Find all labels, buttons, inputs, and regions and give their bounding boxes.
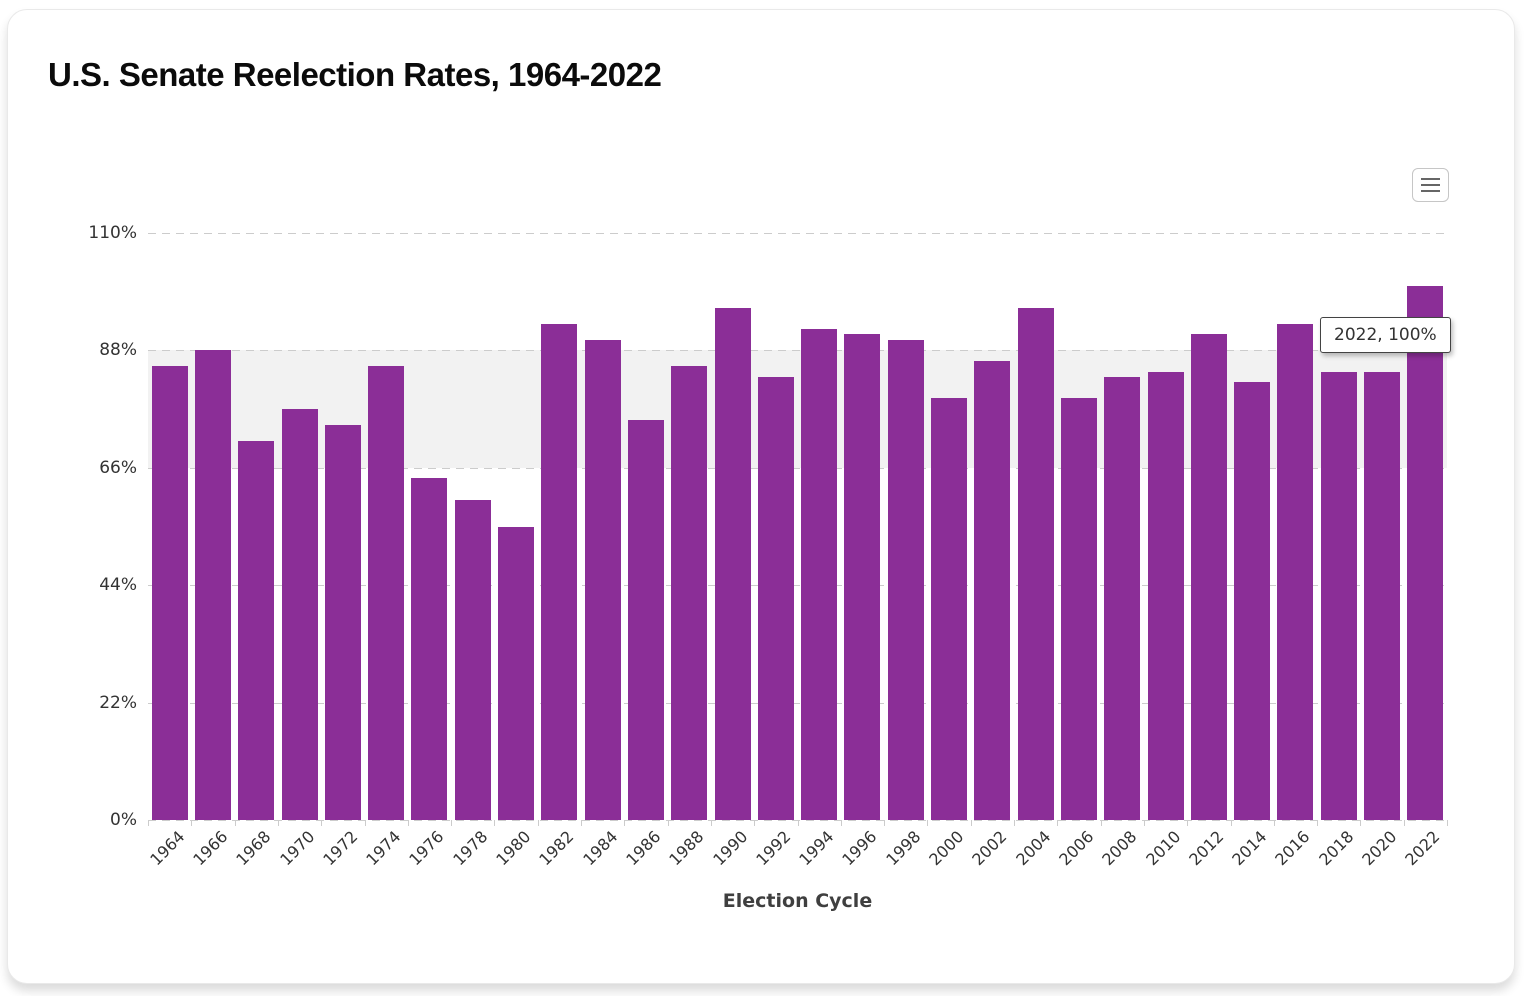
x-axis-tick [364,820,366,826]
x-axis-tick [1230,820,1232,826]
bar-2010[interactable] [1147,371,1184,820]
bar-1970[interactable] [281,409,318,820]
x-axis-tick [494,820,496,826]
x-axis-tick [970,820,972,826]
bar-2020[interactable] [1364,371,1401,820]
bar-1964[interactable] [151,366,188,820]
bar-1984[interactable] [584,339,621,820]
x-axis-tick [1447,820,1448,826]
bar-2004[interactable] [1017,307,1054,820]
x-axis-tick [1187,820,1189,826]
x-axis-tick [797,820,799,826]
x-axis-tick [667,820,669,826]
x-axis-tick [1014,820,1015,826]
x-axis-tick [840,820,842,826]
y-axis-label: 110% [88,223,137,243]
x-axis-tick [927,820,929,826]
bar-2016[interactable] [1277,323,1314,820]
bar-2002[interactable] [974,361,1011,820]
x-axis-tick [1057,820,1059,826]
gridline-44% [148,585,1447,587]
x-axis-tick [234,820,236,826]
bar-1974[interactable] [368,366,405,820]
bar-2006[interactable] [1060,398,1097,820]
gridline-88% [148,350,1447,352]
x-axis-tick [1360,820,1362,826]
x-axis-tick [884,820,886,826]
y-axis-label: 88% [99,340,137,361]
x-axis-tick [1143,820,1145,826]
x-axis-tick [1100,820,1102,826]
x-axis-tick [321,820,323,826]
bar-2022[interactable] [1407,286,1444,820]
x-axis-tick [407,820,409,826]
x-axis-tick [1403,820,1405,826]
x-axis-tick [754,820,756,826]
bar-1992[interactable] [757,377,794,820]
bar-1982[interactable] [541,323,578,820]
y-axis-label: 66% [99,457,137,478]
bar-2000[interactable] [931,398,968,820]
bar-1996[interactable] [844,334,881,820]
gridline-22% [148,702,1447,704]
bar-1994[interactable] [801,329,838,820]
gridline-0% [148,820,1447,821]
gridline-110% [148,233,1447,234]
plot-band-66-88 [148,350,1447,468]
bar-2018[interactable] [1320,371,1357,820]
bar-1976[interactable] [411,478,448,820]
x-axis-tick [1317,820,1319,826]
x-axis-tick [624,820,626,826]
bar-1972[interactable] [324,425,361,820]
hamburger-menu-icon [1421,178,1440,192]
bar-1966[interactable] [194,350,231,820]
bar-1986[interactable] [627,419,664,820]
bar-2008[interactable] [1104,377,1141,820]
gridline-66% [148,467,1447,469]
y-axis-label: 44% [99,575,137,596]
x-axis-tick [581,820,582,826]
bar-1998[interactable] [887,339,924,820]
bar-2012[interactable] [1190,334,1227,820]
x-axis-tick [710,820,712,826]
bar-1980[interactable] [498,526,535,820]
x-axis-tick [1273,820,1275,826]
x-axis-tick [148,820,149,826]
chart-title: U.S. Senate Reelection Rates, 1964-2022 [48,56,662,93]
bar-1978[interactable] [454,499,491,820]
chart-tooltip: 2022, 100% [1320,317,1451,353]
bar-2014[interactable] [1234,382,1271,820]
x-axis-title: Election Cycle [722,890,873,912]
x-axis-tick [277,820,279,826]
chart-context-menu-button[interactable] [1412,168,1449,202]
x-axis-tick [191,820,193,826]
x-axis-tick [537,820,539,826]
x-axis-tick [451,820,453,826]
y-axis-label: 0% [110,810,137,830]
bar-1988[interactable] [671,366,708,820]
bar-1968[interactable] [238,441,275,820]
bar-1990[interactable] [714,307,751,820]
y-axis-label: 22% [99,692,137,713]
